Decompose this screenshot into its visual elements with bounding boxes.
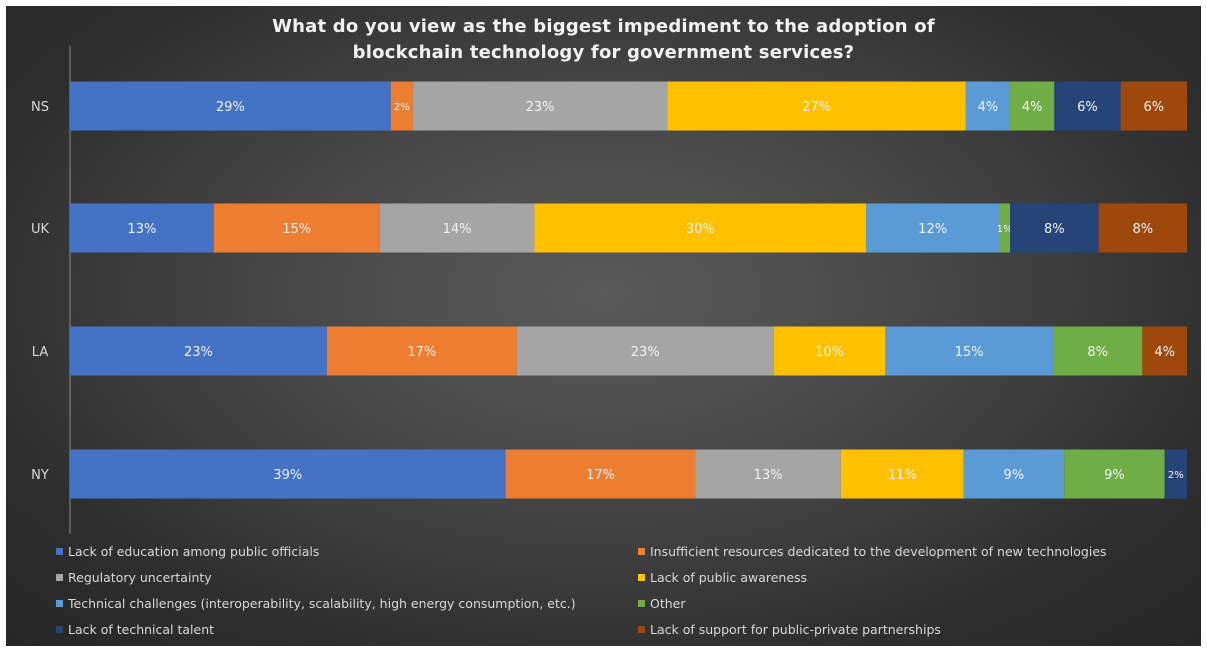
legend-swatch-5 [638, 600, 645, 607]
bar-segment-uk-6 [1010, 203, 1099, 253]
category-label-uk: UK [31, 222, 50, 237]
bar-segment-uk-0 [70, 203, 214, 253]
data-label-ny-6: 2% [1168, 470, 1184, 481]
legend: Lack of education among public officials… [56, 539, 1196, 643]
bar-segment-ny-1 [505, 449, 696, 499]
bar-segment-uk-2 [379, 203, 535, 253]
data-label-ny-0: 39% [273, 468, 302, 483]
bar-segment-uk-1 [213, 203, 380, 253]
bar-segment-uk-7 [1098, 203, 1187, 253]
legend-item-5: Other [638, 591, 686, 617]
bar-segment-ny-3 [840, 449, 964, 499]
bar-segment-ny-4 [963, 449, 1065, 499]
plot-area: NS 29% 2% 23% 27% 4% 4% 6% 6% UK 13% 15% 14% 30% 12% 1%… [31, 46, 1187, 534]
legend-swatch-2 [56, 574, 63, 581]
category-label-la: LA [32, 345, 49, 360]
legend-label-6: Lack of technical talent [68, 622, 215, 637]
legend-label-2: Regulatory uncertainty [68, 570, 212, 585]
legend-label-7: Lack of support for public-private partn… [650, 622, 941, 637]
bar-segment-ny-5 [1064, 449, 1165, 499]
data-label-ns-5: 4% [1022, 100, 1043, 115]
data-label-la-7: 4% [1154, 345, 1175, 360]
legend-item-7: Lack of support for public-private partn… [638, 617, 941, 643]
legend-label-4: Technical challenges (interoperability, … [68, 596, 576, 611]
data-label-ns-1: 2% [394, 102, 410, 113]
data-label-la-2: 23% [631, 345, 660, 360]
category-label-ny: NY [31, 468, 49, 483]
data-label-la-4: 15% [955, 345, 984, 360]
data-label-ns-6: 6% [1077, 100, 1098, 115]
legend-swatch-6 [56, 626, 63, 633]
data-label-la-0: 23% [184, 345, 213, 360]
bar-segment-la-2 [516, 326, 774, 376]
bar-segment-uk-5 [998, 203, 1011, 253]
chart-title-line-1: What do you view as the biggest impedime… [272, 16, 935, 37]
bar-segment-la-0 [70, 326, 327, 376]
data-label-ns-0: 29% [216, 100, 245, 115]
bar-segment-la-3 [773, 326, 886, 376]
legend-swatch-7 [638, 626, 645, 633]
data-label-uk-3: 30% [686, 222, 715, 237]
legend-swatch-4 [56, 600, 63, 607]
bar-segment-uk-3 [534, 203, 867, 253]
data-label-la-1: 17% [407, 345, 436, 360]
bar-segment-ny-6 [1164, 449, 1187, 499]
bar-segment-ns-6 [1054, 81, 1121, 131]
data-label-la-5: 8% [1087, 345, 1108, 360]
chart-title: What do you view as the biggest impedime… [6, 14, 1201, 66]
data-label-ns-3: 27% [802, 100, 831, 115]
bar-segment-ns-0 [70, 81, 391, 131]
data-label-uk-7: 8% [1132, 222, 1153, 237]
bar-segment-ns-7 [1120, 81, 1187, 131]
legend-swatch-0 [56, 548, 63, 555]
legend-label-3: Lack of public awareness [650, 570, 808, 585]
data-label-ns-2: 23% [526, 100, 555, 115]
legend-item-0: Lack of education among public officials [56, 539, 319, 565]
data-label-uk-2: 14% [443, 222, 472, 237]
legend-swatch-3 [638, 574, 645, 581]
data-label-la-3: 10% [815, 345, 844, 360]
data-label-ny-5: 9% [1104, 468, 1125, 483]
legend-item-2: Regulatory uncertainty [56, 565, 212, 591]
bar-segment-la-1 [326, 326, 517, 376]
data-label-uk-1: 15% [282, 222, 311, 237]
bar-segment-ns-2 [412, 81, 668, 131]
data-label-uk-4: 12% [918, 222, 947, 237]
legend-item-1: Insufficient resources dedicated to the … [638, 539, 1107, 565]
data-label-ns-7: 6% [1144, 100, 1165, 115]
bar-segment-ny-0 [70, 449, 506, 499]
bar-segment-ny-2 [695, 449, 841, 499]
legend-item-6: Lack of technical talent [56, 617, 214, 643]
bar-segment-la-7 [1142, 326, 1187, 376]
bar-segment-ns-1 [390, 81, 413, 131]
data-label-uk-6: 8% [1044, 222, 1065, 237]
chart-title-line-2: blockchain technology for government ser… [352, 42, 855, 63]
legend-swatch-1 [638, 548, 645, 555]
data-label-ny-1: 17% [586, 468, 615, 483]
legend-item-4: Technical challenges (interoperability, … [56, 591, 576, 617]
data-label-uk-0: 13% [127, 222, 156, 237]
data-label-ns-4: 4% [978, 100, 999, 115]
data-label-ny-2: 13% [754, 468, 783, 483]
category-label-ns: NS [31, 100, 49, 115]
data-label-ny-3: 11% [888, 468, 917, 483]
legend-label-5: Other [650, 596, 686, 611]
bar-segment-ns-5 [1010, 81, 1055, 131]
bar-segment-ns-3 [667, 81, 966, 131]
data-label-ny-4: 9% [1004, 468, 1025, 483]
legend-label-1: Insufficient resources dedicated to the … [650, 544, 1107, 559]
legend-label-0: Lack of education among public officials [68, 544, 320, 559]
data-label-uk-5: 1% [997, 224, 1013, 235]
bar-segment-uk-4 [866, 203, 999, 253]
legend-item-3: Lack of public awareness [638, 565, 807, 591]
bar-segment-la-4 [885, 326, 1053, 376]
chart-frame: What do you view as the biggest impedime… [6, 6, 1201, 646]
bar-segment-la-5 [1052, 326, 1143, 376]
bar-segment-ns-4 [965, 81, 1011, 131]
